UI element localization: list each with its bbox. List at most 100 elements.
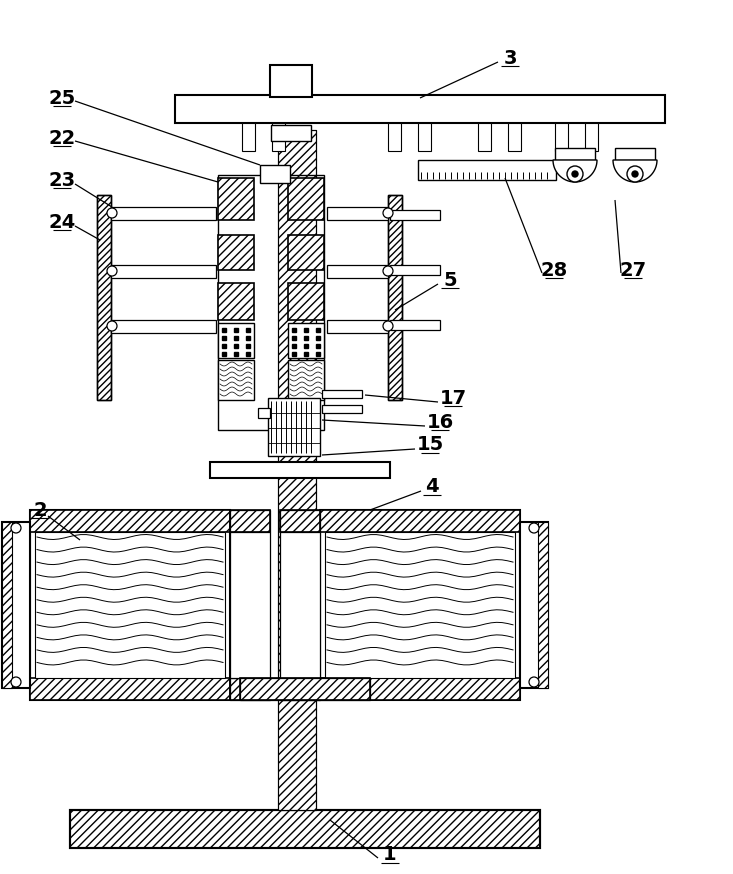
- Bar: [280, 678, 320, 700]
- Bar: [97, 195, 111, 400]
- Circle shape: [627, 166, 643, 182]
- Bar: [230, 678, 270, 700]
- Bar: [390, 320, 440, 330]
- Bar: [390, 265, 440, 275]
- Bar: [418, 123, 431, 151]
- Bar: [388, 195, 402, 400]
- Bar: [322, 405, 362, 413]
- Circle shape: [11, 677, 21, 687]
- Bar: [320, 510, 520, 532]
- Bar: [2, 522, 12, 688]
- Bar: [270, 65, 312, 97]
- Bar: [271, 125, 311, 141]
- Bar: [288, 235, 324, 270]
- Circle shape: [383, 266, 393, 276]
- Bar: [210, 462, 390, 478]
- Bar: [327, 320, 388, 333]
- Bar: [35, 532, 225, 678]
- Circle shape: [567, 166, 583, 182]
- Bar: [230, 510, 270, 532]
- Bar: [111, 265, 216, 278]
- Bar: [230, 678, 270, 700]
- Bar: [320, 510, 520, 700]
- Bar: [30, 678, 230, 700]
- Bar: [218, 323, 254, 358]
- Bar: [288, 323, 324, 358]
- Polygon shape: [613, 160, 657, 182]
- Bar: [258, 408, 270, 418]
- Bar: [390, 210, 440, 220]
- Bar: [175, 95, 665, 123]
- Bar: [70, 810, 540, 848]
- Circle shape: [529, 677, 539, 687]
- Bar: [230, 532, 270, 678]
- Circle shape: [632, 171, 638, 177]
- Bar: [555, 123, 568, 151]
- Bar: [585, 123, 598, 151]
- Circle shape: [107, 208, 117, 218]
- Bar: [388, 195, 402, 400]
- Bar: [555, 148, 595, 160]
- Bar: [97, 195, 111, 400]
- Text: 23: 23: [48, 170, 75, 190]
- Text: 16: 16: [427, 413, 454, 432]
- Bar: [520, 522, 548, 688]
- Bar: [240, 678, 370, 700]
- Circle shape: [572, 171, 578, 177]
- Bar: [278, 130, 316, 810]
- Bar: [327, 265, 388, 278]
- Bar: [280, 510, 320, 532]
- Text: 22: 22: [48, 128, 75, 148]
- Circle shape: [383, 208, 393, 218]
- Bar: [240, 678, 370, 700]
- Text: 5: 5: [443, 270, 457, 289]
- Bar: [30, 510, 230, 700]
- Bar: [260, 165, 290, 183]
- Bar: [111, 320, 216, 333]
- Bar: [30, 510, 230, 532]
- Bar: [327, 207, 388, 220]
- Bar: [2, 522, 30, 688]
- Text: 4: 4: [425, 477, 439, 496]
- Text: 24: 24: [48, 212, 75, 232]
- Bar: [615, 148, 655, 160]
- Bar: [538, 522, 548, 688]
- Text: 25: 25: [48, 88, 75, 108]
- Bar: [288, 178, 324, 220]
- Bar: [70, 810, 540, 848]
- Bar: [278, 130, 316, 810]
- Bar: [280, 532, 320, 678]
- Bar: [268, 398, 320, 456]
- Bar: [288, 360, 324, 400]
- Bar: [288, 283, 324, 320]
- Bar: [280, 678, 320, 700]
- Bar: [111, 207, 216, 220]
- Bar: [320, 678, 520, 700]
- Bar: [325, 532, 515, 678]
- Text: 28: 28: [540, 260, 567, 280]
- Text: 1: 1: [383, 845, 397, 864]
- Bar: [280, 510, 320, 532]
- Text: 17: 17: [440, 389, 467, 407]
- Bar: [218, 178, 254, 220]
- Circle shape: [529, 523, 539, 533]
- Bar: [218, 283, 254, 320]
- Bar: [218, 235, 254, 270]
- Bar: [218, 175, 324, 430]
- Circle shape: [107, 266, 117, 276]
- Bar: [478, 123, 491, 151]
- Bar: [218, 360, 254, 400]
- Bar: [418, 160, 556, 180]
- Circle shape: [11, 523, 21, 533]
- Bar: [388, 123, 401, 151]
- Circle shape: [383, 321, 393, 331]
- Bar: [272, 123, 285, 151]
- Text: 15: 15: [416, 435, 443, 454]
- Text: 2: 2: [33, 501, 47, 519]
- Bar: [242, 123, 255, 151]
- Bar: [508, 123, 521, 151]
- Text: 3: 3: [504, 48, 517, 67]
- Polygon shape: [553, 160, 597, 182]
- Bar: [322, 390, 362, 398]
- Text: 27: 27: [619, 260, 647, 280]
